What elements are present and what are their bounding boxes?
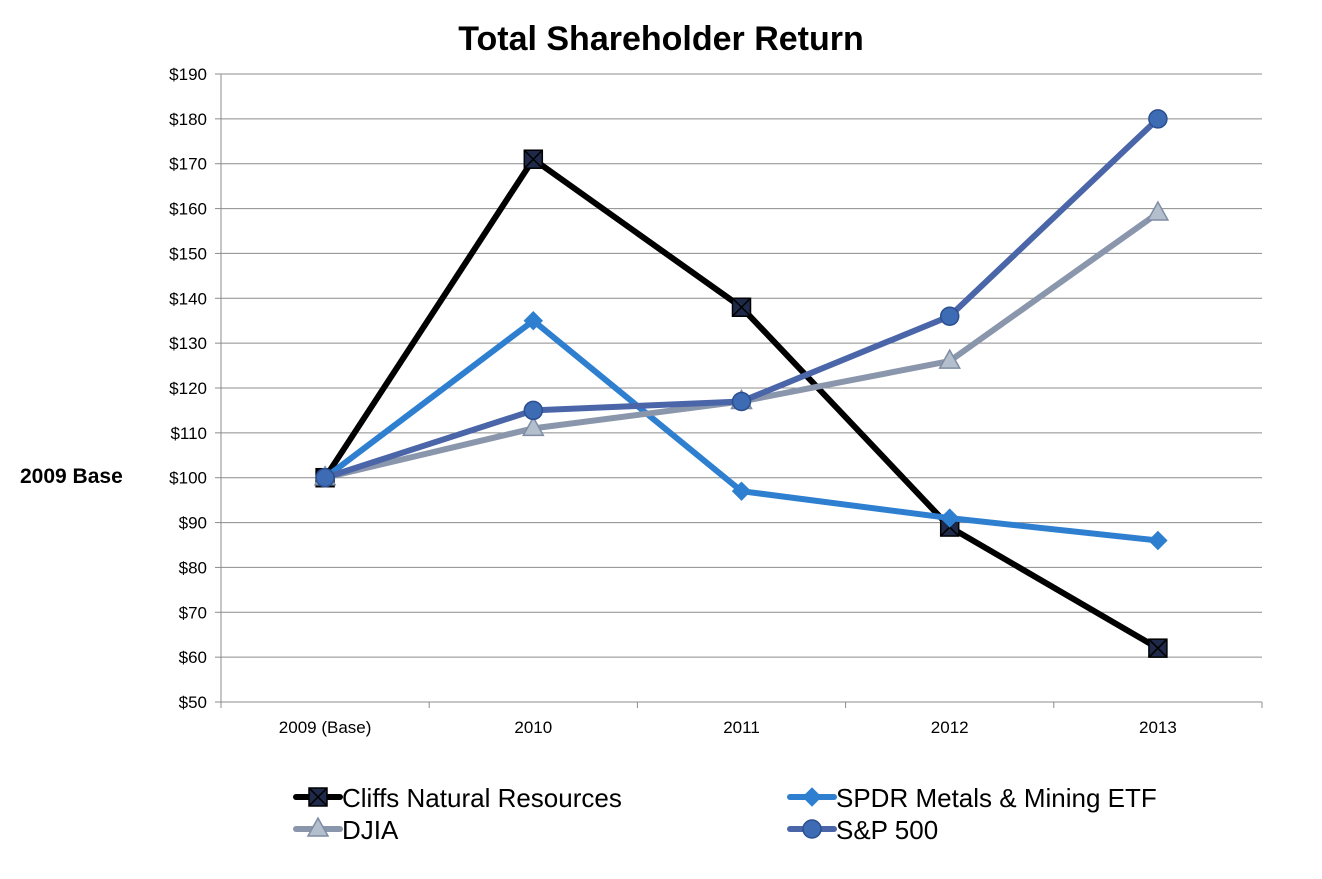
x-tick-label: 2013 <box>1139 718 1177 737</box>
y-tick-label: $150 <box>169 244 207 263</box>
legend-item: SPDR Metals & Mining ETF <box>787 783 1157 813</box>
series-1 <box>315 311 1168 551</box>
legend-label: S&P 500 <box>836 815 938 845</box>
y-tick-label: $180 <box>169 110 207 129</box>
data-point <box>802 819 822 839</box>
y-axis-label: 2009 Base <box>20 465 123 488</box>
gridlines <box>221 73 1262 658</box>
legend-item: Cliffs Natural Resources <box>293 783 622 813</box>
x-axis-ticks: 2009 (Base) 2010 2011 2012 2013 <box>279 718 1177 737</box>
marker-cross <box>1148 638 1168 658</box>
data-point <box>1148 109 1168 129</box>
marker-cross <box>308 787 328 807</box>
y-tick-label: $50 <box>179 693 207 712</box>
y-tick-label: $110 <box>170 424 207 443</box>
data-point <box>306 816 330 837</box>
y-tick-label: $190 <box>169 65 207 84</box>
y-tick-label: $90 <box>179 514 207 533</box>
data-point <box>1146 200 1170 221</box>
y-tick-label: $160 <box>169 200 207 219</box>
data-point <box>938 348 961 369</box>
series-line <box>322 317 1161 544</box>
data-point <box>731 481 752 501</box>
data-point <box>1148 530 1168 551</box>
x-tick-label: 2012 <box>931 718 969 737</box>
data-point <box>315 467 335 488</box>
series-3 <box>315 109 1168 488</box>
data-point <box>523 149 544 169</box>
x-tick-label: 2009 (Base) <box>279 718 372 737</box>
marker-cross <box>523 149 543 169</box>
y-tick-label: $170 <box>169 155 207 174</box>
data-point <box>939 306 960 326</box>
y-tick-label: $80 <box>179 558 207 577</box>
data-point <box>1148 638 1168 658</box>
data-point <box>802 787 822 807</box>
y-tick-label: $100 <box>169 469 207 488</box>
legend-label: Cliffs Natural Resources <box>342 783 622 813</box>
marker-cross <box>731 297 752 317</box>
data-point <box>731 391 752 412</box>
series-group <box>313 109 1170 658</box>
data-point <box>308 787 328 807</box>
legend-item: DJIA <box>293 815 399 845</box>
x-tick-label: 2011 <box>723 718 760 737</box>
data-point <box>523 400 544 421</box>
legend-item: S&P 500 <box>787 815 938 845</box>
legend-label: DJIA <box>342 815 399 845</box>
data-point <box>523 311 544 331</box>
y-tick-label: $60 <box>179 648 207 667</box>
legend: Cliffs Natural Resources SPDR Metals & Mi… <box>293 783 1157 845</box>
x-tick-label: 2010 <box>514 718 552 737</box>
data-point <box>939 508 960 528</box>
y-tick-label: $70 <box>179 603 207 622</box>
chart-title: Total Shareholder Return <box>458 20 864 58</box>
y-tick-label: $130 <box>169 334 207 353</box>
y-tick-label: $120 <box>169 379 207 398</box>
legend-label: SPDR Metals & Mining ETF <box>836 783 1157 813</box>
data-point <box>522 415 545 437</box>
y-tick-label: $140 <box>169 289 207 308</box>
axes <box>215 73 1263 708</box>
y-axis-ticks: $50 $60 $70 $80 $90 $100 $110 $120 $130 $140 $150 $… <box>169 65 207 712</box>
data-point <box>731 297 752 318</box>
